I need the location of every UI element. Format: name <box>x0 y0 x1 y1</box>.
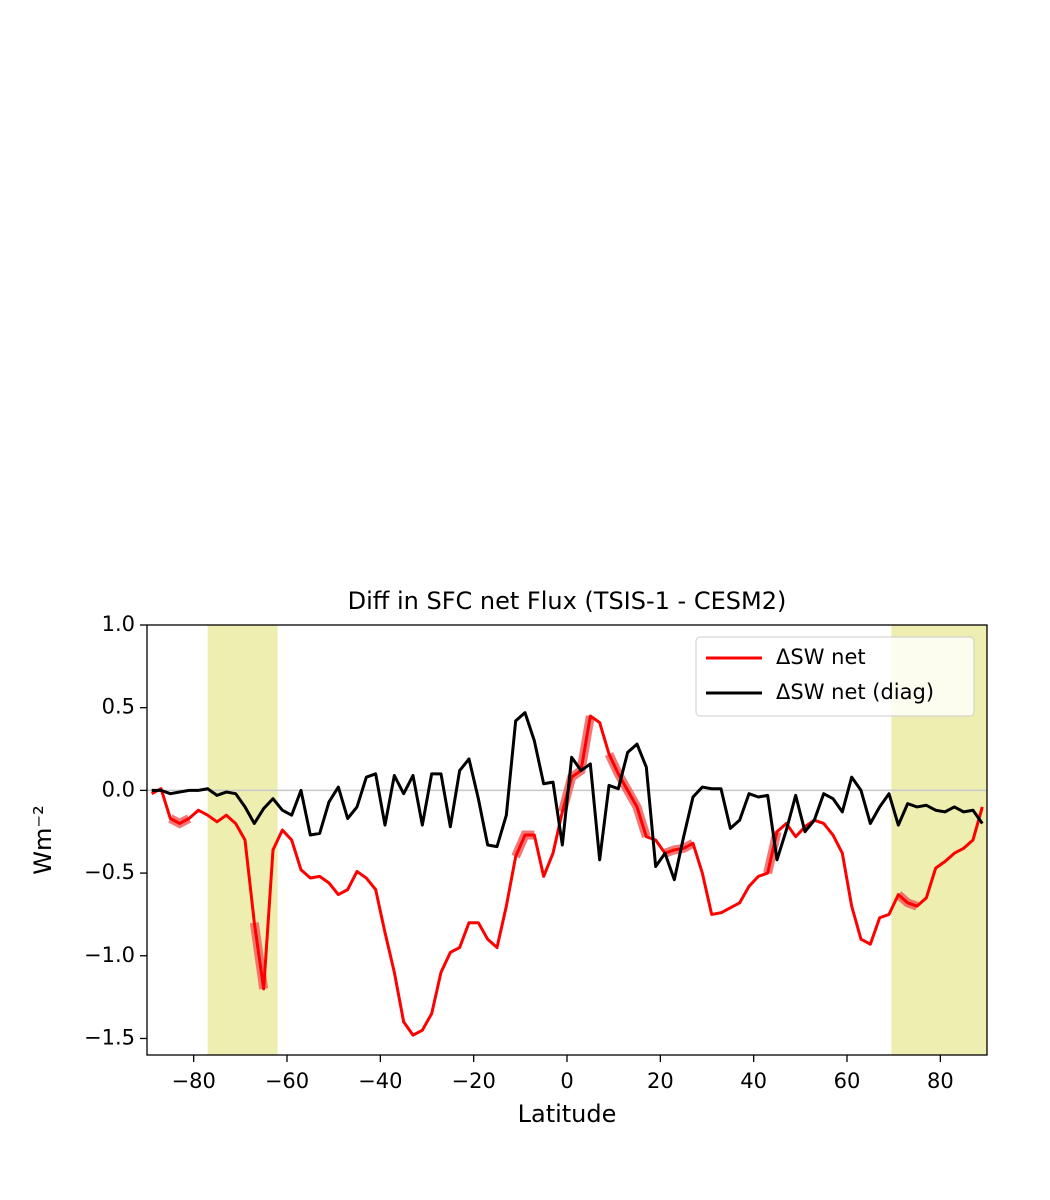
y-tick-label: 0.5 <box>102 695 135 719</box>
y-tick-label: 0.0 <box>102 777 135 801</box>
x-tick-label: 60 <box>834 1069 861 1093</box>
legend-label: ΔSW net <box>776 645 866 669</box>
y-tick-label: −1.0 <box>84 943 135 967</box>
legend-label: ΔSW net (diag) <box>776 680 934 704</box>
x-tick-label: 20 <box>647 1069 674 1093</box>
y-tick-label: −0.5 <box>84 860 135 884</box>
y-tick-label: 1.0 <box>102 612 135 636</box>
y-axis-label: Wm⁻² <box>29 805 57 874</box>
shaded-span <box>207 625 278 1055</box>
chart-title: Diff in SFC net Flux (TSIS-1 - CESM2) <box>348 587 787 615</box>
x-tick-label: 0 <box>560 1069 573 1093</box>
x-tick-label: −80 <box>172 1069 216 1093</box>
x-axis-label: Latitude <box>518 1100 617 1128</box>
x-tick-label: −20 <box>452 1069 496 1093</box>
x-tick-label: −60 <box>265 1069 309 1093</box>
x-tick-label: 40 <box>740 1069 767 1093</box>
x-tick-label: 80 <box>927 1069 954 1093</box>
series-line <box>151 711 984 882</box>
x-tick-label: −40 <box>358 1069 402 1093</box>
legend-box <box>695 636 975 717</box>
y-tick-label: −1.5 <box>84 1025 135 1049</box>
